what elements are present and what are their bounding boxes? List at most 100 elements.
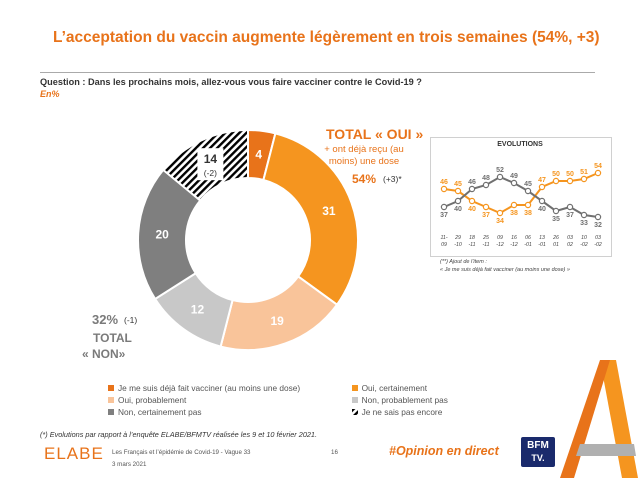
evo-point [538, 183, 546, 191]
slice-value-label: 12 [191, 303, 205, 317]
evo-value-label: 38 [510, 210, 518, 217]
evo-value-label: 40 [454, 206, 462, 213]
legend-item-ne-sais-pas: Je ne sais pas encore [351, 406, 488, 418]
evo-value-label: 40 [468, 206, 476, 213]
evo-x-tick-label: -01 [538, 242, 546, 248]
evo-value-label: 40 [538, 206, 546, 213]
title-divider [40, 72, 595, 73]
evo-point [468, 197, 476, 205]
evo-value-label: 45 [524, 181, 532, 188]
evo-x-tick-label: 29 [454, 235, 461, 241]
evo-x-tick-label: 26 [552, 235, 559, 241]
evo-x-tick-label: 25 [482, 235, 489, 241]
legend-swatch-hatched [351, 409, 358, 415]
evo-point [440, 185, 448, 193]
evo-value-label: 46 [440, 179, 448, 186]
evo-value-label: 50 [552, 171, 560, 178]
total-no-percent: 32% [92, 312, 119, 327]
evo-point [538, 197, 546, 205]
total-yes-subtitle: + ont déjà reçu (au moins) une dose [324, 144, 404, 167]
evo-value-label: 37 [482, 212, 490, 219]
evo-x-tick-label: 03 [595, 235, 601, 241]
donut-chart: 4 31 19 12 20 14 (-2) [137, 128, 359, 351]
legend-item-non-probablement-pas: Non, probablement pas [351, 394, 488, 406]
evo-point [454, 187, 462, 195]
evo-x-tick-label: 18 [469, 235, 475, 241]
legend-label: Je ne sais pas encore [361, 407, 443, 417]
total-yes-title: TOTAL « OUI » [326, 126, 424, 142]
evolutions-panel [430, 137, 612, 257]
evo-x-tick-label: -11 [482, 242, 489, 248]
legend-swatch [108, 397, 114, 403]
legend-swatch [351, 385, 358, 391]
evo-x-tick-label: 03 [567, 235, 573, 241]
deco-bar [576, 444, 636, 456]
evo-point [566, 177, 574, 185]
evolutions-note-line1: (**) Ajout de l’item : [440, 259, 487, 265]
evo-x-tick-label: -02 [594, 242, 602, 248]
slice-value-label: 19 [270, 314, 284, 328]
footnote: (*) Evolutions par rapport à l’enquête E… [40, 430, 318, 439]
unit-label: En% [40, 89, 60, 99]
evo-value-label: 47 [538, 177, 546, 184]
donut-slice-1 [262, 132, 359, 307]
evo-value-label: 49 [510, 173, 518, 180]
evo-point [524, 201, 532, 209]
evo-point [468, 185, 476, 193]
evo-value-label: 51 [580, 169, 588, 176]
legend-label: Non, certainement pas [118, 407, 202, 417]
total-no-delta: (-1) [124, 315, 138, 325]
total-yes-percent: 54% [352, 172, 377, 186]
evo-x-tick-label: -10 [454, 242, 462, 248]
evo-point [454, 197, 462, 205]
evo-point [594, 213, 602, 221]
legend-swatch [351, 397, 358, 403]
evo-point [580, 211, 588, 219]
evo-point [524, 187, 532, 195]
hashtag: #Opinion en direct [389, 444, 499, 458]
legend-swatch [108, 385, 114, 391]
evolutions-line-chart: 46 45 40 37 34 38 38 47 50 50 51 54 37 40 46 48 52 49 45 40… [440, 163, 602, 248]
slice-value-label: 31 [322, 204, 336, 218]
total-no-title-line1: TOTAL [93, 331, 132, 345]
legend-item-oui-certainement: Oui, certainement [351, 382, 488, 394]
legend-item-oui-probablement: Oui, probablement [108, 394, 352, 406]
evo-value-label: 54 [594, 163, 602, 170]
evo-x-tick-label: 10 [581, 235, 587, 241]
evo-point [496, 173, 504, 181]
evo-value-label: 52 [496, 167, 504, 174]
evo-point [496, 209, 504, 217]
footer-date: 3 mars 2021 [112, 461, 147, 468]
deco-stroke-left [560, 360, 610, 478]
evo-value-label: 35 [552, 216, 560, 223]
question-text: Question : Dans les prochains mois, alle… [40, 77, 422, 87]
evo-point [594, 169, 602, 177]
evo-x-tick-label: -02 [580, 242, 588, 248]
evo-x-tick-label: -11 [468, 242, 475, 248]
page-number: 16 [331, 449, 338, 456]
footer-survey-title: Les Français et l’épidémie de Covid-19 -… [112, 449, 251, 456]
bfmtv-logo-text-bottom: TV. [531, 453, 545, 463]
legend-item-non-certainement-pas: Non, certainement pas [108, 406, 352, 418]
evo-value-label: 34 [496, 218, 504, 225]
legend-swatch [108, 409, 114, 415]
evo-x-tick-label: -01 [524, 242, 532, 248]
evo-value-label: 37 [440, 212, 448, 219]
evo-point [566, 203, 574, 211]
evo-x-tick-label: -12 [510, 242, 518, 248]
evo-value-label: 45 [454, 181, 462, 188]
bfmtv-logo-text-top: BFM [527, 440, 549, 451]
evo-value-label: 38 [524, 210, 532, 217]
evo-point [510, 201, 518, 209]
evolutions-note: (**) Ajout de l’item : « Je me suis déjà… [440, 258, 610, 274]
evo-point [482, 181, 490, 189]
evo-point [440, 203, 448, 211]
slice-value-label: 20 [155, 228, 169, 242]
evo-value-label: 33 [580, 220, 588, 227]
evo-point [580, 175, 588, 183]
evolutions-title: EVOLUTIONS [497, 141, 543, 148]
page-title: L’acceptation du vaccin augmente légèrem… [53, 29, 600, 46]
slice-delta-label: (-2) [204, 168, 217, 178]
decorative-a-mark [560, 360, 638, 478]
total-yes-delta: (+3)* [383, 174, 402, 184]
